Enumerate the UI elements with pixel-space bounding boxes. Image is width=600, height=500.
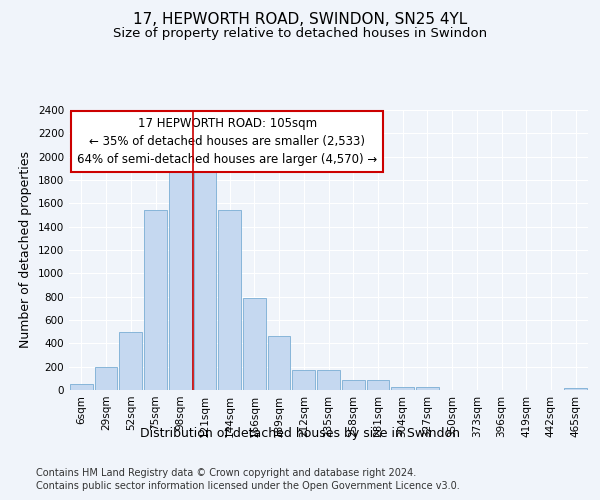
Bar bbox=[218, 210, 241, 390]
Bar bbox=[292, 370, 315, 390]
Bar bbox=[416, 386, 439, 390]
Bar bbox=[564, 388, 587, 390]
Bar bbox=[169, 164, 191, 390]
Bar bbox=[119, 332, 142, 390]
Bar bbox=[95, 366, 118, 390]
Bar bbox=[243, 298, 266, 390]
Text: 17 HEPWORTH ROAD: 105sqm
← 35% of detached houses are smaller (2,533)
64% of sem: 17 HEPWORTH ROAD: 105sqm ← 35% of detach… bbox=[77, 117, 377, 166]
Y-axis label: Number of detached properties: Number of detached properties bbox=[19, 152, 32, 348]
Text: Contains public sector information licensed under the Open Government Licence v3: Contains public sector information licen… bbox=[36, 481, 460, 491]
Text: Contains HM Land Registry data © Crown copyright and database right 2024.: Contains HM Land Registry data © Crown c… bbox=[36, 468, 416, 477]
Text: Size of property relative to detached houses in Swindon: Size of property relative to detached ho… bbox=[113, 28, 487, 40]
Text: Distribution of detached houses by size in Swindon: Distribution of detached houses by size … bbox=[140, 428, 460, 440]
Bar bbox=[70, 384, 93, 390]
Bar bbox=[317, 370, 340, 390]
Bar bbox=[268, 336, 290, 390]
Text: 17, HEPWORTH ROAD, SWINDON, SN25 4YL: 17, HEPWORTH ROAD, SWINDON, SN25 4YL bbox=[133, 12, 467, 28]
Bar bbox=[367, 380, 389, 390]
Bar bbox=[391, 386, 414, 390]
Bar bbox=[144, 210, 167, 390]
Bar bbox=[342, 380, 365, 390]
Bar bbox=[194, 164, 216, 390]
